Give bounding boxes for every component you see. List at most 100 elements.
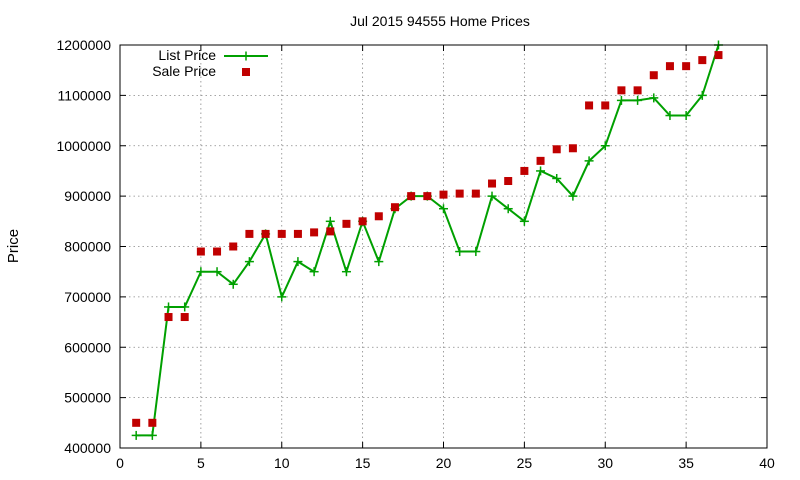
data-point-sale-price <box>552 145 561 154</box>
data-point-sale-price <box>665 62 674 71</box>
data-point-sale-price <box>471 189 480 198</box>
data-point-list-price <box>164 302 174 312</box>
data-point-sale-price <box>633 86 642 95</box>
data-point-list-price <box>681 111 691 121</box>
data-point-sale-price <box>164 313 173 322</box>
y-tick-label: 400000 <box>64 440 111 456</box>
data-point-list-price <box>325 216 335 226</box>
data-point-sale-price <box>649 71 658 80</box>
series-list-price <box>131 40 723 440</box>
data-point-sale-price <box>180 313 189 322</box>
data-point-sale-price <box>245 229 254 238</box>
data-point-sale-price <box>196 247 205 256</box>
data-point-list-price <box>374 257 384 267</box>
data-point-list-price <box>697 90 707 100</box>
series-line-list-price <box>136 44 720 437</box>
data-point-sale-price <box>617 86 626 95</box>
data-point-list-price <box>439 204 448 214</box>
x-tick-label: 40 <box>759 455 775 471</box>
data-point-sale-price <box>423 192 432 201</box>
x-tick-label: 25 <box>517 455 533 471</box>
data-point-sale-price <box>568 144 577 153</box>
data-point-sale-price <box>293 229 302 238</box>
data-point-list-price <box>180 302 190 312</box>
data-point-list-price <box>568 191 578 201</box>
data-point-sale-price <box>342 219 351 228</box>
y-tick-label: 700000 <box>64 289 111 305</box>
data-point-sale-price <box>682 62 691 71</box>
x-tick-label: 20 <box>436 455 452 471</box>
data-point-list-price <box>487 191 497 201</box>
data-point-list-price <box>341 267 351 277</box>
data-point-list-price <box>665 111 675 121</box>
data-point-sale-price <box>504 177 513 186</box>
data-point-sale-price <box>601 101 610 110</box>
data-point-sale-price <box>229 242 238 251</box>
y-tick-label: 900000 <box>64 188 111 204</box>
data-point-list-price <box>212 267 222 277</box>
data-point-sale-price <box>310 228 319 237</box>
data-point-list-price <box>552 173 562 183</box>
data-point-list-price <box>519 216 529 226</box>
data-point-list-price <box>293 257 303 267</box>
data-point-sale-price <box>132 418 141 427</box>
data-point-sale-price <box>326 227 335 236</box>
series-sale-price <box>132 51 723 427</box>
series-layer <box>131 40 723 440</box>
data-point-sale-price <box>536 156 545 165</box>
legend-marker-list-price <box>241 51 251 61</box>
data-point-sale-price <box>213 247 222 256</box>
data-point-sale-price <box>358 217 367 226</box>
data-point-sale-price <box>277 229 286 238</box>
data-point-list-price <box>600 141 610 151</box>
axis-ticks: 0 5 10 15 20 25 30 35 40 400000 500000 600000 700000… <box>56 37 775 471</box>
x-tick-label: 5 <box>197 455 205 471</box>
data-point-list-price <box>147 430 157 440</box>
data-point-list-price <box>616 95 626 105</box>
data-point-list-price <box>309 267 319 277</box>
data-point-sale-price <box>698 56 707 65</box>
x-tick-label: 35 <box>678 455 694 471</box>
data-point-list-price <box>536 166 546 176</box>
data-point-list-price <box>277 292 287 302</box>
x-tick-label: 0 <box>116 455 124 471</box>
data-point-list-price <box>244 257 254 267</box>
y-tick-label: 600000 <box>64 339 111 355</box>
data-point-sale-price <box>488 179 497 188</box>
data-point-list-price <box>455 247 465 257</box>
data-point-list-price <box>633 95 643 105</box>
y-tick-label: 800000 <box>64 239 111 255</box>
data-point-sale-price <box>261 229 270 238</box>
data-point-sale-price <box>455 189 464 198</box>
legend-swatch-sale-price <box>242 68 250 76</box>
data-point-sale-price <box>148 418 157 427</box>
data-point-list-price <box>196 267 206 277</box>
y-tick-label: 1000000 <box>56 138 111 154</box>
data-point-sale-price <box>714 51 723 60</box>
y-tick-label: 500000 <box>64 390 111 406</box>
data-point-sale-price <box>439 190 448 199</box>
data-point-sale-price <box>390 203 399 212</box>
y-tick-label: 1100000 <box>58 87 112 103</box>
legend-label-list-price: List Price <box>158 47 216 63</box>
data-point-list-price <box>584 156 594 166</box>
data-point-list-price <box>471 247 481 257</box>
data-point-sale-price <box>407 192 416 201</box>
data-point-sale-price <box>520 166 529 175</box>
data-point-list-price <box>131 430 141 440</box>
chart-title: Jul 2015 94555 Home Prices <box>350 13 530 29</box>
y-tick-label: 1200000 <box>56 37 111 53</box>
x-tick-label: 30 <box>597 455 613 471</box>
legend: List Price Sale Price <box>152 47 268 79</box>
y-axis-label: Price <box>5 229 22 263</box>
data-point-sale-price <box>585 101 594 110</box>
data-point-list-price <box>649 93 659 103</box>
grid <box>120 45 767 448</box>
legend-label-sale-price: Sale Price <box>152 63 216 79</box>
plot-frame <box>119 44 768 449</box>
data-point-list-price <box>228 279 238 289</box>
x-tick-label: 10 <box>274 455 290 471</box>
data-point-sale-price <box>374 212 383 221</box>
